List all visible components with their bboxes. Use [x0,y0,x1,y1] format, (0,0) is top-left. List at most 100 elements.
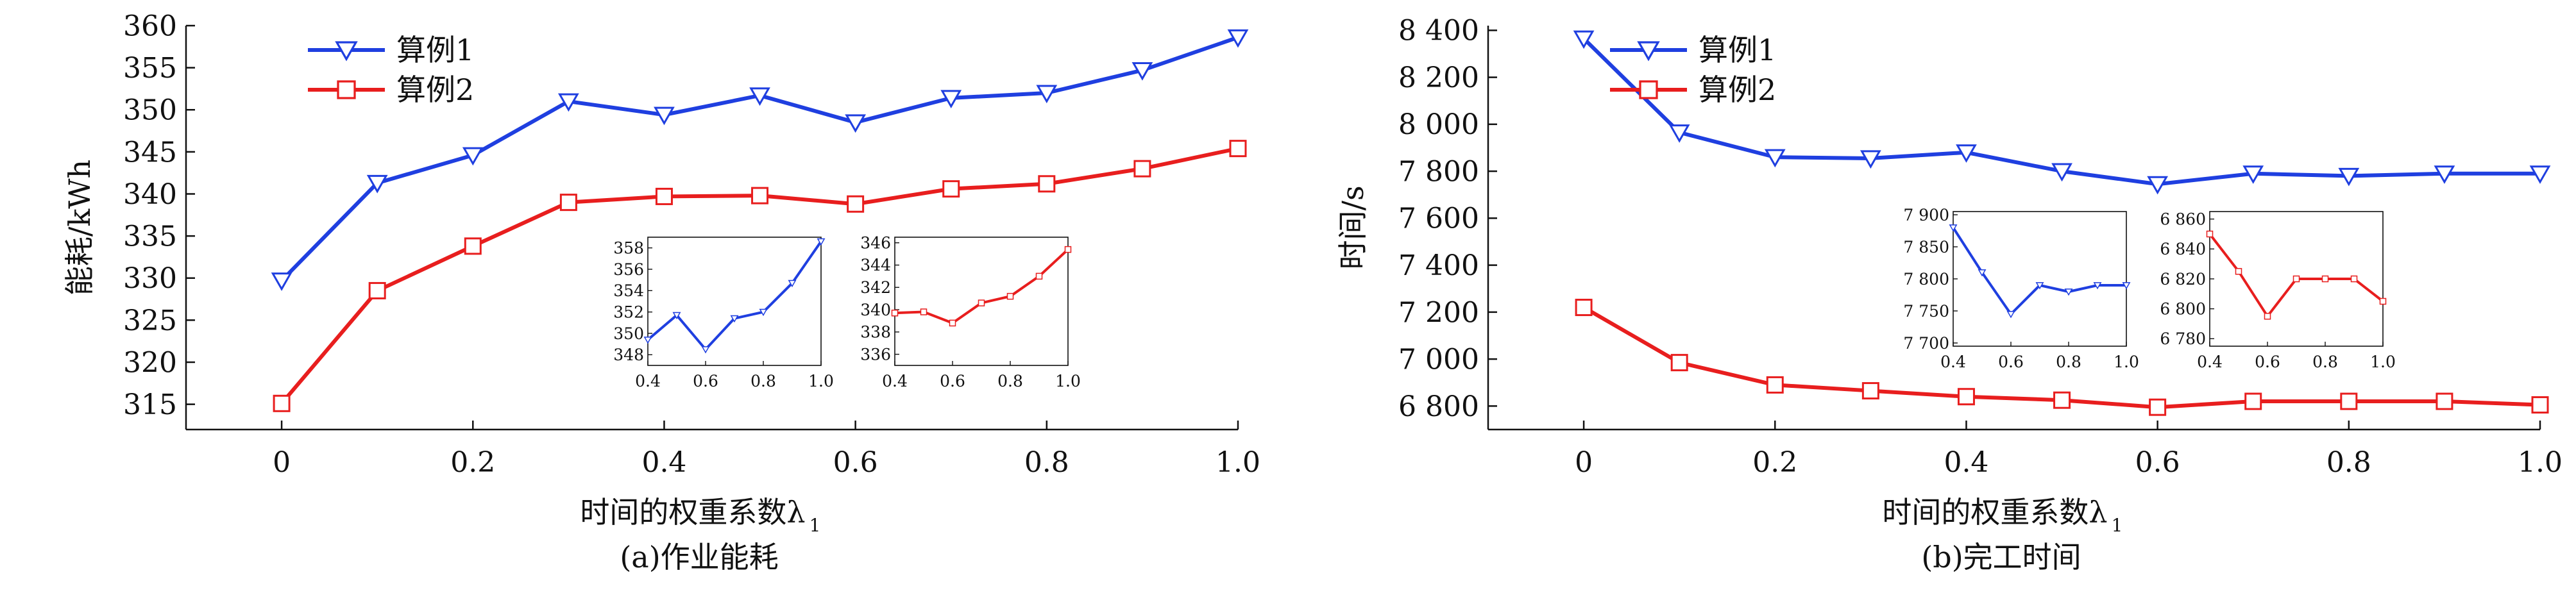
data-point-series-2 [847,195,865,213]
x-axis-label-subscript: 1 [809,515,821,536]
inset-y-tick-label: 7 700 [1903,334,1949,353]
x-tick-label: 0.6 [833,446,878,479]
inset-data-point [788,280,797,288]
data-point-series-2 [751,187,769,205]
data-point-series-1 [2147,176,2169,195]
data-point-series-1 [557,93,579,112]
data-point-series-1 [1036,85,1058,104]
data-point-series-1 [271,272,292,291]
data-point-series-2 [1861,382,1879,400]
data-point-series-2 [1133,160,1151,178]
data-point-series-1 [1131,62,1153,81]
panel-caption: (a)作业能耗 [620,540,778,574]
y-tick-label: 7 200 [1398,296,1479,329]
inset-x-tick-label: 0.8 [2312,353,2338,371]
inset-data-point [2321,275,2329,283]
y-tick-label: 360 [123,10,177,42]
inset-data-point [672,312,681,320]
y-tick-label: 340 [123,178,177,211]
inset-y-tick-label: 6 820 [2160,270,2206,288]
inset-data-point [920,308,928,315]
data-point-series-2 [1670,354,1688,372]
inset-y-tick-label: 352 [613,303,644,321]
inset-data-point [2379,297,2387,305]
x-tick-label: 0.4 [1944,446,1988,479]
data-point-series-2 [273,394,291,412]
inset-y-tick-label: 6 840 [2160,240,2206,258]
inset-x-tick-label: 1.0 [1055,372,1081,390]
data-point-series-2 [1766,376,1784,394]
inset-x-tick-label: 1.0 [2114,353,2139,371]
y-tick-label: 7 400 [1398,249,1479,282]
inset-y-tick-label: 6 800 [2160,299,2206,318]
inset-y-tick-label: 358 [613,238,644,257]
inset-chart-2: 336 338 340 342 344 346 0.4 0.6 0.8 1.0 [860,233,1081,390]
x-tick-label: 0 [273,446,291,479]
data-point-series-1 [1860,150,1881,169]
inset-x-tick-label: 0.8 [2056,353,2081,371]
y-tick-label: 355 [123,52,177,85]
inset-x-tick-label: 1.0 [808,372,834,390]
inset-data-point [1978,269,1987,277]
inset-data-point [1064,246,1072,253]
inset-chart-2: 6 780 6 800 6 820 6 840 6 860 0.4 0.6 0.8 1.0 [2160,210,2395,371]
x-tick-label: 0.6 [2135,446,2180,479]
x-axis-label-subscript: 1 [2112,515,2123,536]
data-point-series-2 [2436,392,2453,410]
inset-data-point [701,346,710,354]
inset-data-point [817,238,826,246]
data-point-series-2 [464,237,482,255]
legend-label-1: 算例1 [1699,33,1776,67]
data-point-series-1 [1956,144,1977,163]
y-tick-label: 315 [123,388,177,421]
data-point-series-2 [559,194,577,212]
x-tick-label: 0.2 [450,446,495,479]
data-point-series-1 [2242,165,2264,184]
inset-data-point [949,319,956,327]
inset-y-tick-label: 7 850 [1903,238,1949,256]
inset-data-point [2292,275,2300,283]
inset-frame [647,237,822,366]
data-point-series-1 [2051,163,2072,182]
data-point-series-1 [1573,30,1595,49]
inset-data-point [759,308,768,317]
inset-chart-1: 7 700 7 750 7 800 7 850 7 900 0.4 0.6 0.8 1.0 [1903,206,2139,371]
inset-y-tick-label: 340 [860,301,891,319]
legend-marker-1 [335,41,358,62]
y-tick-label: 325 [123,305,177,337]
inset-y-tick-label: 342 [860,278,891,297]
x-axis-label: 时间的权重系数λ [580,495,805,530]
y-tick-label: 8 400 [1398,15,1479,47]
inset-x-tick-label: 0.6 [693,372,718,390]
inset-y-tick-label: 6 860 [2160,210,2206,228]
data-point-series-2 [2244,392,2262,410]
inset-y-tick-label: 7 800 [1903,270,1949,288]
chart-panel-a: 315 320 325 330 335 340 345 350 355 360 0 0.2 0.4 0.6… [62,10,1260,574]
inset-data-point [1949,224,1958,232]
inset-data-point [2350,275,2358,283]
y-tick-label: 345 [123,136,177,169]
data-point-series-1 [2434,165,2455,184]
y-tick-label: 8 000 [1398,108,1479,141]
x-axis-label: 时间的权重系数λ [1882,495,2107,530]
data-point-series-1 [1668,124,1690,143]
data-point-series-1 [366,174,388,194]
data-point-series-1 [1764,149,1786,168]
legend-marker-2 [1639,80,1658,99]
data-point-series-2 [1957,388,1975,406]
x-tick-label: 1.0 [1216,446,1260,479]
y-tick-label: 335 [123,221,177,253]
inset-y-tick-label: 6 780 [2160,330,2206,348]
y-tick-label: 6 800 [1398,390,1479,423]
inset-x-tick-label: 1.0 [2370,353,2396,371]
data-point-series-2 [1575,299,1593,317]
legend-label-2: 算例2 [1699,72,1776,107]
data-point-series-2 [655,187,673,205]
legend-label-2: 算例2 [396,72,474,107]
inset-y-tick-label: 356 [613,260,644,279]
data-point-series-2 [368,281,386,299]
y-tick-label: 8 200 [1398,62,1479,94]
inset-x-tick-label: 0.4 [2197,353,2223,371]
inset-y-tick-label: 7 900 [1903,206,1949,224]
